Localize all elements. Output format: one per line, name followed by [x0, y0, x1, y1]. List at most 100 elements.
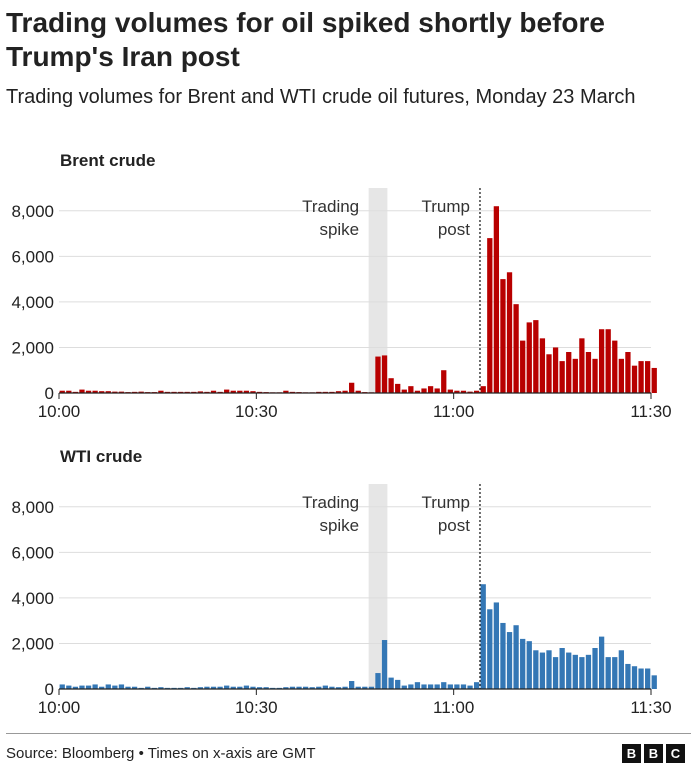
wti-bar: [263, 687, 269, 689]
wti-bar: [335, 687, 342, 689]
brent-spike-band: [368, 188, 388, 393]
wti-bar: [368, 686, 375, 689]
brent-bar: [408, 386, 414, 393]
wti-bar: [552, 657, 559, 689]
wti-x-tick-label: 11:30: [630, 698, 671, 717]
source-note: Source: Bloomberg • Times on x-axis are …: [6, 745, 316, 762]
wti-bar: [539, 652, 546, 689]
brent-bar: [539, 338, 546, 393]
wti-bar: [112, 685, 118, 689]
brent-bar: [526, 322, 532, 393]
brent-bar: [349, 382, 355, 393]
brent-y-tick-label: 8,000: [11, 202, 54, 221]
brent-bar: [197, 391, 204, 393]
wti-y-tick-label: 2,000: [11, 634, 54, 653]
brent-bar: [421, 388, 427, 393]
wti-bar: [92, 684, 98, 689]
brent-trading-spike-label: spike: [319, 220, 359, 239]
wti-trading-spike-label: Trading: [302, 493, 359, 512]
wti-bar: [217, 686, 223, 689]
chart-subtitle: Trading volumes for Brent and WTI crude …: [6, 86, 636, 108]
wti-bar: [99, 686, 105, 689]
wti-bar: [243, 685, 250, 689]
wti-bar: [618, 650, 624, 689]
wti-x-tick-label: 10:30: [235, 698, 278, 717]
brent-bar: [250, 391, 256, 393]
wti-bar: [72, 686, 79, 689]
brent-bar: [158, 390, 164, 393]
brent-bar: [381, 355, 388, 393]
wti-bar: [230, 686, 236, 689]
brent-bar: [474, 390, 480, 393]
wti-bar: [289, 686, 296, 689]
wti-bar: [454, 684, 460, 689]
brent-panel-title: Brent crude: [60, 151, 156, 170]
wti-bar: [210, 686, 217, 689]
wti-bar: [585, 654, 592, 689]
brent-trump-post-label: post: [438, 220, 470, 239]
brent-bar: [625, 352, 631, 393]
brent-bar: [112, 391, 118, 393]
brent-bar: [59, 390, 65, 393]
wti-bar: [59, 684, 65, 689]
brent-bar: [506, 272, 513, 393]
wti-bar: [441, 682, 447, 689]
wti-bar: [566, 652, 572, 689]
brent-y-tick-label: 2,000: [11, 338, 54, 357]
footer-divider: [6, 733, 691, 734]
wti-trump-post-label: Trump: [421, 493, 470, 512]
brent-bar: [460, 390, 467, 393]
wti-bar: [131, 686, 138, 689]
wti-bar: [533, 650, 539, 689]
wti-bar: [224, 685, 230, 689]
brent-bar: [638, 361, 644, 393]
wti-bar: [322, 685, 328, 689]
wti-bar: [638, 668, 644, 689]
brent-bar: [401, 389, 407, 393]
brent-bar: [243, 390, 250, 393]
wti-bar: [487, 609, 493, 689]
brent-bar: [388, 378, 394, 393]
wti-bar: [302, 686, 309, 689]
brent-bar: [579, 338, 585, 393]
wti-bar: [329, 686, 335, 689]
wti-bar: [309, 687, 315, 689]
bbc-logo-b1: B: [622, 744, 641, 763]
brent-bar: [566, 352, 572, 393]
brent-bar: [572, 358, 578, 393]
brent-bar: [138, 391, 144, 393]
wti-y-tick-label: 6,000: [11, 543, 54, 562]
brent-bar: [552, 347, 559, 393]
wti-bar: [434, 684, 440, 689]
brent-bar: [454, 390, 460, 393]
brent-bar: [92, 390, 98, 393]
wti-bar: [204, 686, 210, 689]
brent-y-tick-label: 6,000: [11, 247, 54, 266]
brent-bar: [224, 389, 230, 393]
brent-bar: [513, 304, 519, 393]
wti-trading-spike-label: spike: [319, 516, 359, 535]
brent-chart: 0 2,000 4,000 6,000 8,000 10:00 10:30 11:00 11:3…: [11, 188, 672, 421]
wti-panel-title: WTI crude: [60, 447, 143, 466]
wti-bar: [421, 684, 427, 689]
wti-bar: [105, 684, 111, 689]
brent-bar: [500, 279, 506, 393]
wti-bar: [395, 679, 401, 689]
wti-bar: [388, 677, 394, 689]
wti-bar: [250, 686, 256, 689]
brent-bar: [533, 320, 539, 393]
brent-bar: [427, 386, 434, 393]
wti-bar: [414, 682, 421, 689]
wti-bar: [513, 625, 519, 689]
brent-x-tick-label: 11:00: [433, 402, 474, 421]
wti-bar: [408, 684, 414, 689]
wti-bar: [579, 657, 585, 689]
brent-bar: [651, 367, 657, 393]
brent-y-tick-label: 4,000: [11, 293, 54, 312]
wti-bar: [316, 686, 322, 689]
brent-bar: [342, 390, 348, 393]
wti-bar: [79, 685, 85, 689]
wti-bar: [480, 584, 486, 689]
wti-bar: [283, 687, 289, 689]
brent-bar: [559, 361, 565, 393]
